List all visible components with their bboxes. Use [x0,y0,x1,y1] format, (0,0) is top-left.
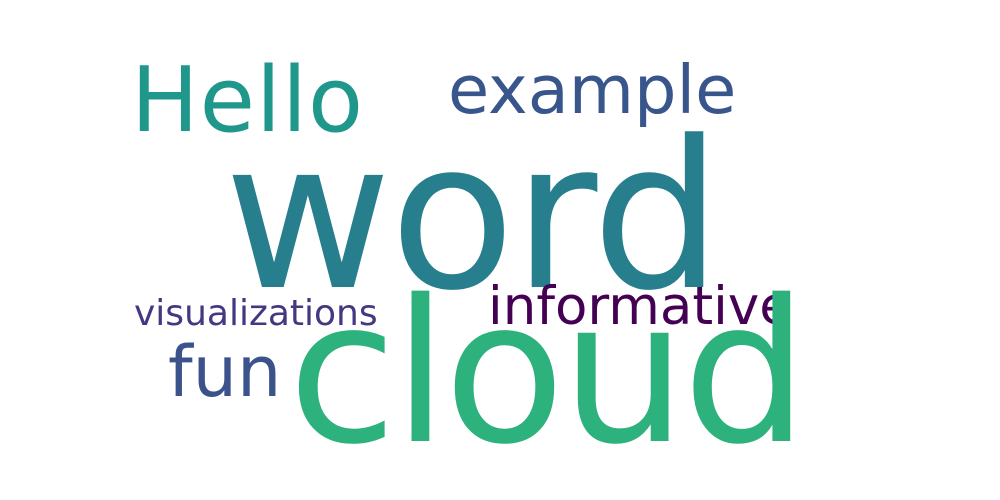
cloud-word-visualizations: visualizations [134,293,378,334]
cloud-word-word: word [224,98,722,336]
cloud-word-fun: fun [168,331,282,413]
cloud-word-cloud: cloud [288,257,808,488]
cloud-word-example: example [448,51,737,129]
cloud-word-hello: Hello [131,48,365,153]
cloud-word-informative: informative [488,276,792,337]
